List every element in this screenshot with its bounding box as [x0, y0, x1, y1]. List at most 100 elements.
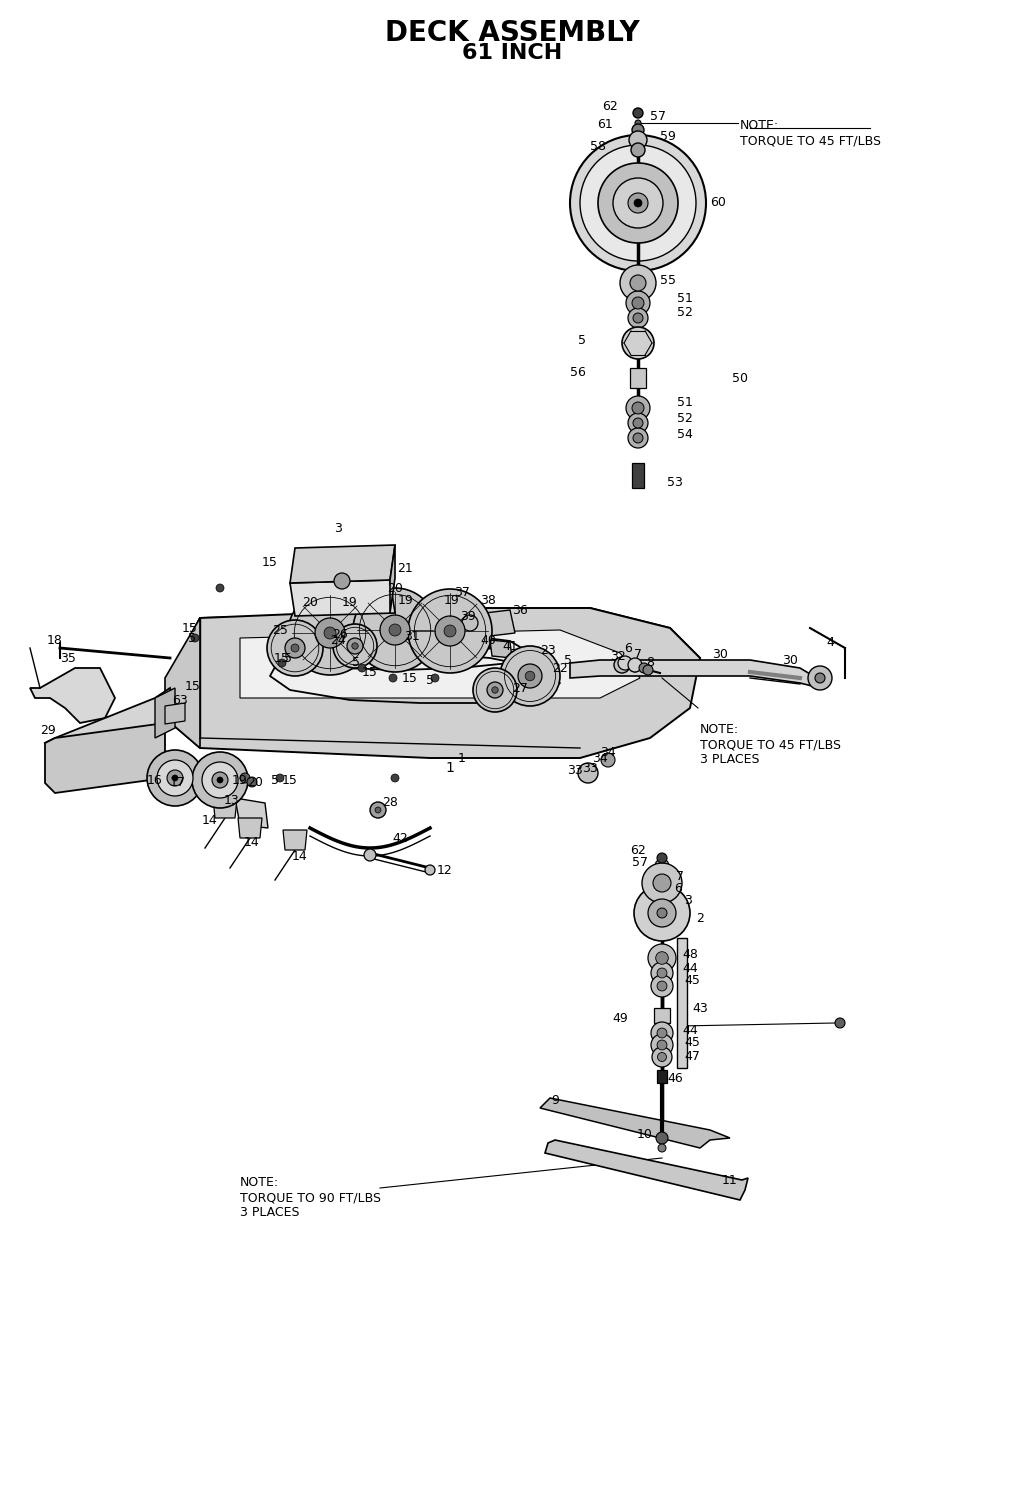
- Circle shape: [444, 625, 456, 637]
- Circle shape: [425, 864, 435, 875]
- Text: NOTE:
TORQUE TO 90 FT/LBS
3 PLACES: NOTE: TORQUE TO 90 FT/LBS 3 PLACES: [240, 1176, 381, 1219]
- Circle shape: [656, 1132, 668, 1144]
- Text: 14: 14: [292, 849, 308, 863]
- Text: 57: 57: [632, 857, 648, 869]
- Circle shape: [191, 634, 199, 643]
- Text: 6: 6: [624, 641, 632, 655]
- Circle shape: [157, 759, 193, 795]
- Circle shape: [651, 1034, 673, 1056]
- Circle shape: [652, 1047, 672, 1067]
- Circle shape: [167, 770, 183, 786]
- Circle shape: [276, 774, 284, 782]
- Text: 51: 51: [677, 397, 693, 409]
- Circle shape: [278, 659, 286, 667]
- Text: 51: 51: [677, 292, 693, 304]
- Circle shape: [629, 130, 647, 148]
- Circle shape: [626, 395, 650, 419]
- Circle shape: [642, 863, 682, 903]
- Text: 8: 8: [646, 656, 654, 668]
- Text: 56: 56: [570, 367, 586, 379]
- Circle shape: [628, 309, 648, 328]
- Circle shape: [462, 616, 478, 631]
- Circle shape: [358, 664, 366, 673]
- Text: 46: 46: [667, 1071, 683, 1085]
- Circle shape: [288, 592, 372, 676]
- Circle shape: [622, 327, 654, 360]
- Circle shape: [628, 658, 642, 673]
- Circle shape: [657, 968, 667, 978]
- Polygon shape: [45, 724, 165, 792]
- Text: 48: 48: [682, 948, 698, 960]
- Circle shape: [648, 899, 676, 927]
- Text: 40: 40: [480, 635, 496, 647]
- Circle shape: [389, 625, 401, 637]
- Polygon shape: [290, 545, 395, 583]
- Circle shape: [632, 124, 644, 136]
- Circle shape: [364, 849, 376, 861]
- Text: 33: 33: [567, 764, 583, 776]
- Circle shape: [633, 313, 643, 324]
- Text: 59: 59: [660, 129, 676, 142]
- Circle shape: [628, 193, 648, 213]
- Circle shape: [435, 616, 465, 646]
- Text: 5: 5: [426, 674, 434, 686]
- Circle shape: [657, 908, 667, 918]
- Text: 60: 60: [710, 196, 726, 210]
- Text: 19: 19: [398, 595, 414, 608]
- Text: 63: 63: [172, 694, 187, 707]
- Circle shape: [324, 628, 336, 640]
- Text: 54: 54: [677, 428, 693, 442]
- Text: 27: 27: [512, 682, 528, 695]
- Text: 20: 20: [387, 581, 402, 595]
- Polygon shape: [165, 703, 185, 724]
- Text: 58: 58: [590, 139, 606, 153]
- Circle shape: [380, 616, 410, 646]
- Text: 5: 5: [564, 653, 572, 667]
- Circle shape: [655, 951, 669, 965]
- Text: 19: 19: [232, 773, 248, 786]
- Text: 62: 62: [630, 843, 646, 857]
- Text: 14: 14: [244, 836, 260, 848]
- Polygon shape: [485, 610, 515, 637]
- Text: 29: 29: [40, 724, 56, 737]
- Circle shape: [629, 661, 641, 673]
- Text: 23: 23: [540, 644, 556, 656]
- Text: 2: 2: [696, 911, 703, 924]
- Circle shape: [353, 589, 437, 673]
- Polygon shape: [238, 818, 262, 837]
- Text: 22: 22: [552, 662, 568, 674]
- Text: 15: 15: [185, 680, 201, 692]
- Circle shape: [618, 656, 632, 670]
- Text: 30: 30: [782, 653, 798, 667]
- Polygon shape: [240, 631, 640, 698]
- Polygon shape: [283, 830, 307, 849]
- Circle shape: [578, 762, 598, 783]
- Text: 15: 15: [274, 652, 290, 665]
- Circle shape: [651, 1022, 673, 1044]
- Circle shape: [525, 671, 535, 680]
- Text: 7: 7: [676, 869, 684, 882]
- Polygon shape: [540, 1098, 730, 1147]
- Circle shape: [352, 643, 358, 649]
- Polygon shape: [165, 619, 200, 748]
- Text: 45: 45: [684, 975, 700, 987]
- Text: 16: 16: [147, 773, 163, 786]
- Text: 35: 35: [60, 652, 76, 665]
- Polygon shape: [570, 661, 820, 688]
- Text: 39: 39: [460, 610, 476, 623]
- Circle shape: [375, 807, 381, 813]
- Circle shape: [815, 673, 825, 683]
- Circle shape: [147, 750, 203, 806]
- Circle shape: [632, 297, 644, 309]
- Text: 5: 5: [188, 632, 196, 644]
- Circle shape: [391, 774, 399, 782]
- Text: 41: 41: [502, 640, 518, 653]
- Text: 61: 61: [597, 117, 613, 130]
- Circle shape: [630, 276, 646, 291]
- Circle shape: [334, 574, 350, 589]
- Text: 15: 15: [262, 556, 278, 569]
- Text: 10: 10: [637, 1128, 653, 1141]
- Text: 26: 26: [332, 629, 348, 641]
- Polygon shape: [630, 369, 646, 388]
- Circle shape: [518, 664, 542, 688]
